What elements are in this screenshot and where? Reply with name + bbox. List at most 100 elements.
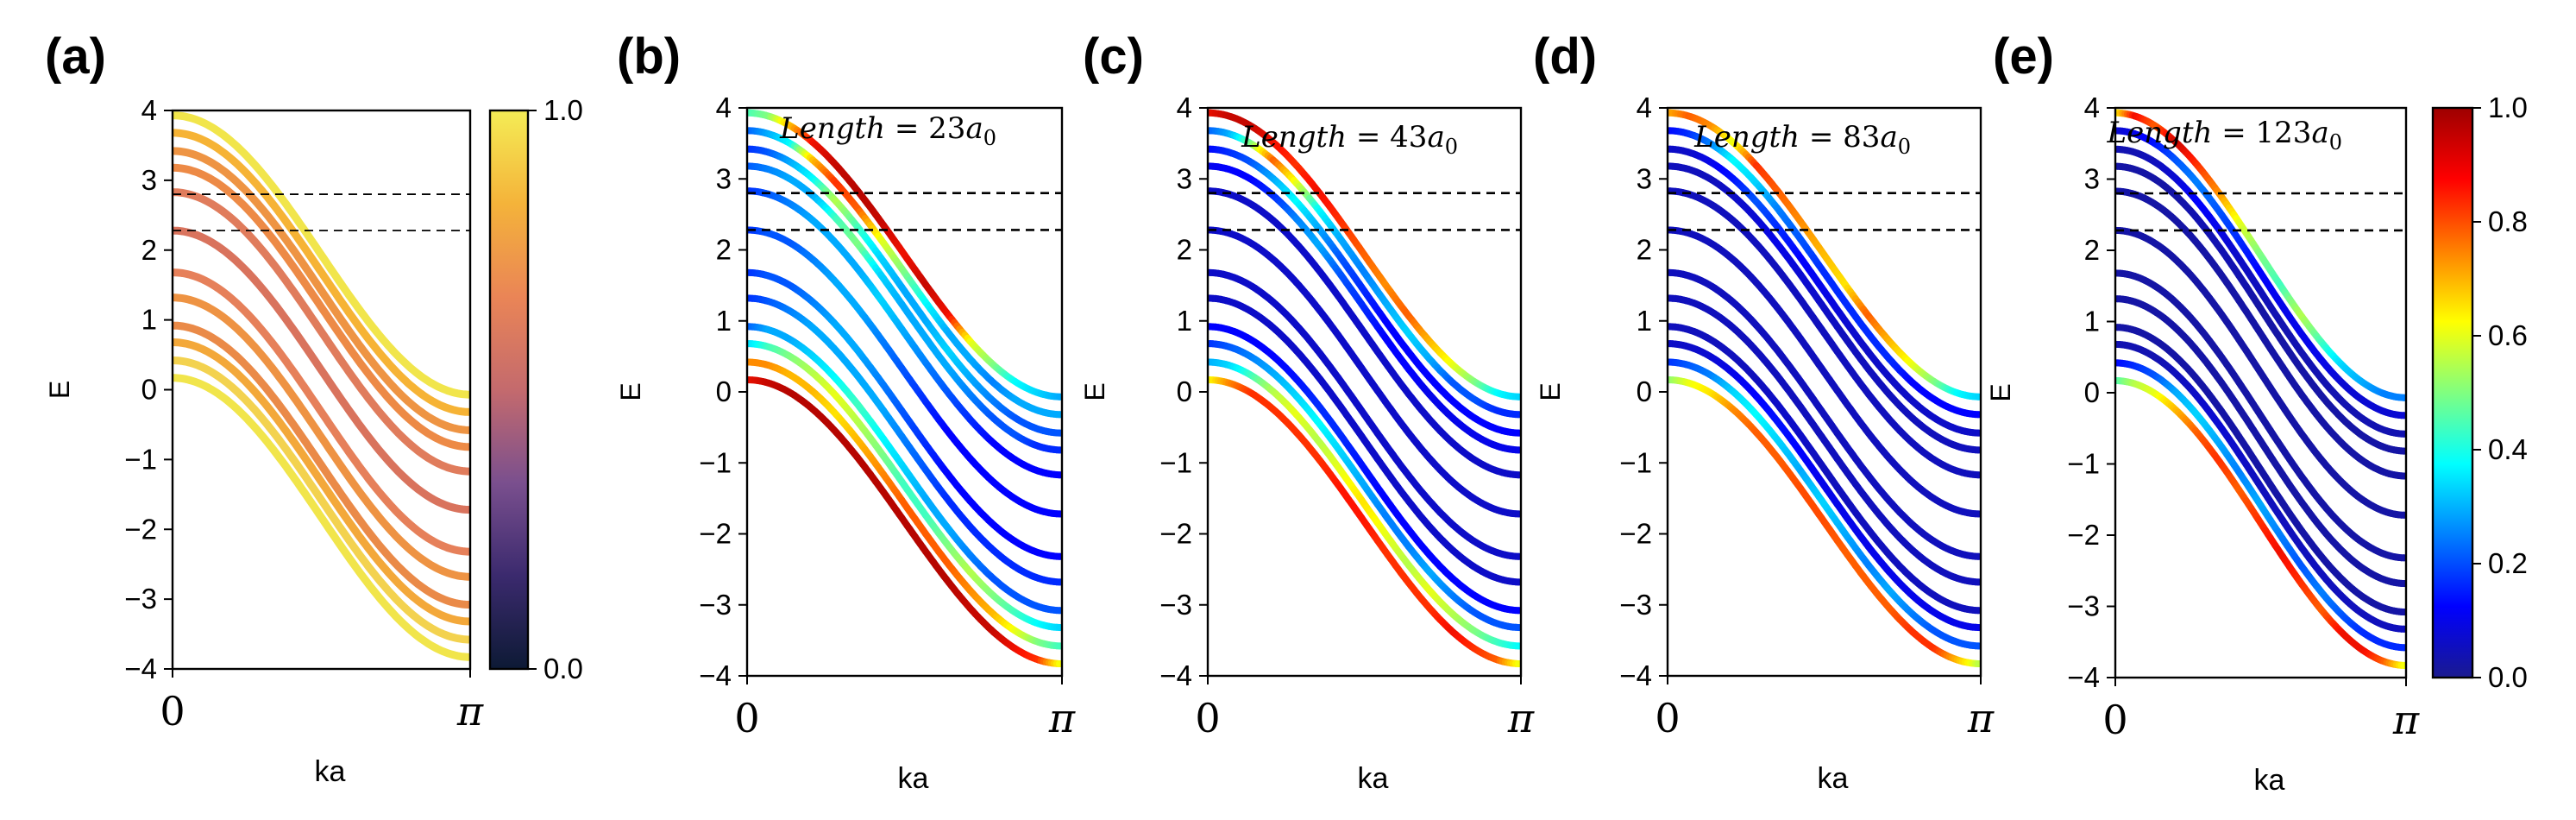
y-tick-label: 4 [1177,91,1192,123]
y-tick-label: −1 [124,443,157,475]
y-tick-label: −4 [1159,659,1192,691]
band-line-2 [2115,127,2406,419]
colorbar-tick-label: 1.0 [2488,91,2528,123]
band-line-8 [1208,294,1521,586]
y-tick-label: −4 [1619,659,1652,691]
y-tick-label: 3 [141,164,157,196]
curves [173,111,470,661]
y-tick-label: 2 [716,234,732,266]
y-axis-label: E [44,381,75,399]
y-tick-label: 3 [716,162,732,194]
band-line-11 [747,358,1062,650]
colorbar-tick-label: 0.2 [2488,547,2528,579]
band-line-3 [173,147,470,434]
x-axis-label: ka [1818,762,1849,795]
y-tick-label: −4 [699,659,732,691]
band-line-9 [1668,323,1981,615]
band-line-11 [1208,358,1521,650]
band-line-11 [2115,359,2406,652]
band-line-6 [2115,226,2406,519]
curves [2115,109,2406,669]
y-tick-label: 2 [2084,234,2100,266]
band-line-6 [1668,226,1981,518]
band-line-10 [1668,340,1981,632]
band-line-7 [2115,269,2406,562]
band-line-12 [1668,376,1981,667]
panel-label: (e) [1993,28,2054,85]
band-line-8 [173,293,470,581]
y-tick-label: −3 [1619,589,1652,621]
band-line-12 [2115,377,2406,669]
band-line-11 [1668,358,1981,650]
colorbar-gradient [488,109,530,671]
y-tick-label: 4 [716,91,732,123]
x-tick-label: π [2392,697,2420,743]
colorbar-tick-label: 0.0 [543,653,583,684]
x-tick-label: π [1967,695,1995,741]
y-axis-label: E [1535,382,1566,401]
band-line-3 [1208,145,1521,437]
y-tick-label: 4 [141,94,157,126]
y-axis-label: E [1985,383,2016,401]
y-tick-label: −3 [2067,590,2100,622]
y-tick-label: −2 [699,518,732,550]
y-tick-label: 3 [1637,162,1652,194]
y-tick-label: 1 [2084,306,2100,337]
band-line-7 [173,268,470,556]
y-tick-label: −3 [124,583,157,615]
y-tick-label: 0 [1177,375,1192,407]
colorbar-jet: 0.0 0.2 0.4 0.6 0.8 1.0 [2431,91,2528,693]
panel-label: (d) [1533,28,1597,85]
band-line-4 [2115,162,2406,455]
band-line-6 [173,226,470,514]
x-tick-label: π [456,688,484,735]
band-line-3 [1668,145,1981,437]
band-line-5 [1668,187,1981,479]
band-line-2 [1208,127,1521,419]
band-line-1 [747,109,1062,401]
band-line-3 [2115,145,2406,438]
y-axis-label: E [615,382,646,401]
y-tick-label: −1 [699,446,732,478]
band-line-5 [747,187,1062,479]
x-tick-label: 0 [2102,697,2127,743]
y-tick-label: −2 [1619,518,1652,550]
band-line-5 [173,188,470,476]
x-tick-label: 0 [1655,695,1680,741]
band-line-10 [1208,340,1521,632]
band-line-7 [747,268,1062,560]
band-line-10 [747,340,1062,632]
y-axis-label: E [1079,382,1110,401]
band-line-1 [2115,109,2406,401]
y-tick-label: −2 [2067,519,2100,551]
band-line-3 [747,145,1062,437]
y-tick-label: 3 [1177,162,1192,194]
panel-label: (a) [45,28,106,85]
x-tick-label: π [1048,695,1076,741]
band-line-11 [173,356,470,644]
band-line-5 [2115,187,2406,480]
y-tick-label: −2 [124,513,157,545]
band-line-4 [173,163,470,451]
y-tick-label: −1 [2067,448,2100,480]
length-annotation: Length = 23a0 [779,111,996,150]
band-line-4 [747,162,1062,454]
y-tick-label: −2 [1159,518,1192,550]
band-line-12 [1208,376,1521,667]
y-tick-label: 0 [141,374,157,406]
band-line-4 [1668,162,1981,454]
band-line-2 [173,129,470,416]
panel-label: (b) [617,28,681,85]
colorbar-tick-label: 0.6 [2488,319,2528,351]
x-tick-label: π [1507,695,1535,741]
y-tick-label: 0 [2084,376,2100,408]
y-tick-label: 0 [1637,375,1652,407]
colorbars: 0.0 1.0 0.0 0.2 0.4 0.6 0.8 1.0 [488,91,2528,693]
band-line-9 [747,323,1062,615]
y-tick-label: −1 [1619,446,1652,478]
